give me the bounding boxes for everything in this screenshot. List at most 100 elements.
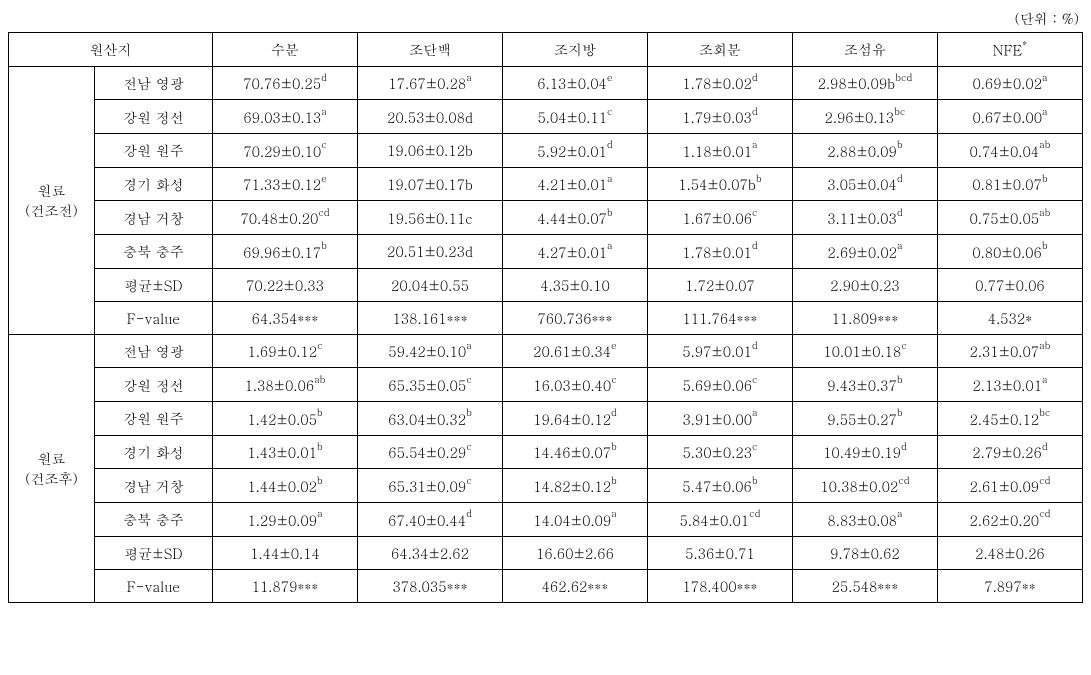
cell-value: 1.44±0.02 — [247, 476, 317, 496]
cell-value: 3.91±0.00 — [682, 409, 752, 429]
data-cell: 16.03±0.40c — [503, 368, 648, 402]
cell-sup: d — [607, 137, 613, 151]
cell-sup: c — [607, 104, 612, 118]
cell-sup: b — [317, 405, 323, 419]
data-cell: 17.67±0.28a — [358, 66, 503, 100]
data-cell: 11.879*** — [213, 569, 358, 602]
cell-value: 1.42±0.05 — [247, 409, 317, 429]
group-label-line1: 원료 — [13, 448, 90, 468]
col-crude-protein: 조단백 — [358, 33, 503, 67]
cell-value: 70.22±0.33 — [246, 275, 324, 295]
data-cell: 69.03±0.13a — [213, 100, 358, 134]
data-cell: 5.47±0.06b — [647, 469, 792, 503]
table-row: 경남 거창70.48±0.20cd19.56±0.11c4.44±0.07b1.… — [9, 201, 1083, 235]
table-row: 강원 정선69.03±0.13a20.53±0.08d5.04±0.11c1.7… — [9, 100, 1083, 134]
cell-value: 4.21±0.01 — [537, 174, 607, 194]
table-row: 경기 화성1.43±0.01b65.54±0.29c14.46±0.07b5.3… — [9, 435, 1083, 469]
cell-sup: c — [901, 338, 906, 352]
data-cell: 5.84±0.01cd — [647, 502, 792, 536]
data-cell: 5.30±0.23c — [647, 435, 792, 469]
cell-sup: d — [897, 205, 903, 219]
cell-sup: d — [752, 104, 758, 118]
cell-sup: b — [1042, 238, 1048, 252]
cell-sup: a — [752, 137, 757, 151]
cell-value: 9.78±0.62 — [830, 543, 900, 563]
cell-sup: b — [317, 439, 323, 453]
data-cell: 0.69±0.02a — [937, 66, 1082, 100]
col-crude-ash: 조회분 — [647, 33, 792, 67]
cell-value: 3.05±0.04 — [827, 174, 897, 194]
cell-sup: e — [321, 171, 327, 185]
cell-value: 14.04±0.09 — [533, 510, 611, 530]
cell-value: 19.07±0.17b — [387, 174, 473, 194]
cell-sup: b — [607, 205, 613, 219]
data-cell: 1.67±0.06c — [647, 201, 792, 235]
data-cell: 64.34±2.62 — [358, 536, 503, 569]
cell-value: 14.46±0.07 — [533, 442, 611, 462]
table-row: 경남 거창1.44±0.02b65.31±0.09c14.82±0.12b5.4… — [9, 469, 1083, 503]
cell-value: 69.03±0.13 — [243, 107, 321, 127]
cell-value: 760.736*** — [537, 308, 612, 328]
data-cell: 65.54±0.29c — [358, 435, 503, 469]
cell-value: 19.06±0.12b — [387, 140, 473, 160]
data-cell: 178.400*** — [647, 569, 792, 602]
group-label-line2: (건조후) — [13, 468, 90, 488]
table-body: 원료(건조전)전남 영광70.76±0.25d17.67±0.28a6.13±0… — [9, 66, 1083, 602]
cell-sup: ab — [1039, 137, 1050, 151]
data-cell: 9.78±0.62 — [792, 536, 937, 569]
table-row: 강원 원주70.29±0.10c19.06±0.12b5.92±0.01d1.1… — [9, 133, 1083, 167]
row-label: 경남 거창 — [94, 469, 212, 503]
cell-sup: d — [897, 171, 903, 185]
data-cell: 4.21±0.01a — [503, 167, 648, 201]
data-cell: 20.53±0.08d — [358, 100, 503, 134]
data-cell: 4.44±0.07b — [503, 201, 648, 235]
cell-value: 2.13±0.01 — [972, 375, 1042, 395]
cell-value: 20.51±0.23d — [387, 241, 473, 261]
cell-value: 9.55±0.27 — [827, 409, 897, 429]
cell-sup: bcd — [895, 70, 912, 84]
cell-value: 178.400*** — [682, 576, 757, 596]
data-cell: 2.79±0.26d — [937, 435, 1082, 469]
data-cell: 0.67±0.00a — [937, 100, 1082, 134]
cell-value: 16.03±0.40 — [533, 375, 611, 395]
cell-value: 2.48±0.26 — [975, 543, 1045, 563]
data-cell: 20.61±0.34e — [503, 334, 648, 368]
group-label-line2: (건조전) — [13, 200, 90, 220]
cell-value: 378.035*** — [392, 576, 467, 596]
cell-sup: c — [321, 137, 326, 151]
data-cell: 14.82±0.12b — [503, 469, 648, 503]
data-table: 원산지 수분 조단백 조지방 조회분 조섬유 NFE* 원료(건조전)전남 영광… — [8, 32, 1083, 603]
data-cell: 1.38±0.06ab — [213, 368, 358, 402]
cell-value: 67.40±0.44 — [388, 510, 466, 530]
data-cell: 8.83±0.08a — [792, 502, 937, 536]
cell-value: 2.98±0.09b — [818, 73, 896, 93]
data-cell: 3.11±0.03d — [792, 201, 937, 235]
cell-value: 65.31±0.09 — [388, 476, 466, 496]
data-cell: 0.80±0.06b — [937, 234, 1082, 268]
data-cell: 20.51±0.23d — [358, 234, 503, 268]
cell-value: 14.82±0.12 — [533, 476, 611, 496]
cell-sup: bc — [1039, 405, 1050, 419]
data-cell: 462.62*** — [503, 569, 648, 602]
cell-value: 3.11±0.03 — [827, 208, 897, 228]
cell-value: 1.67±0.06 — [682, 208, 752, 228]
cell-value: 20.04±0.55 — [391, 275, 469, 295]
data-cell: 69.96±0.17b — [213, 234, 358, 268]
data-cell: 19.06±0.12b — [358, 133, 503, 167]
data-cell: 20.04±0.55 — [358, 268, 503, 301]
cell-sup: b — [611, 439, 617, 453]
data-cell: 1.42±0.05b — [213, 401, 358, 435]
cell-value: 1.18±0.01 — [682, 141, 752, 161]
cell-sup: a — [752, 405, 757, 419]
data-cell: 2.62±0.20cd — [937, 502, 1082, 536]
cell-value: 4.35±0.10 — [540, 275, 610, 295]
data-cell: 4.532* — [937, 301, 1082, 334]
cell-sup: ab — [1039, 338, 1050, 352]
data-cell: 0.74±0.04ab — [937, 133, 1082, 167]
cell-value: 5.97±0.01 — [682, 341, 752, 361]
data-cell: 5.04±0.11c — [503, 100, 648, 134]
cell-value: 63.04±0.32 — [388, 409, 466, 429]
cell-value: 69.96±0.17 — [243, 242, 321, 262]
data-cell: 59.42±0.10a — [358, 334, 503, 368]
data-cell: 25.548*** — [792, 569, 937, 602]
